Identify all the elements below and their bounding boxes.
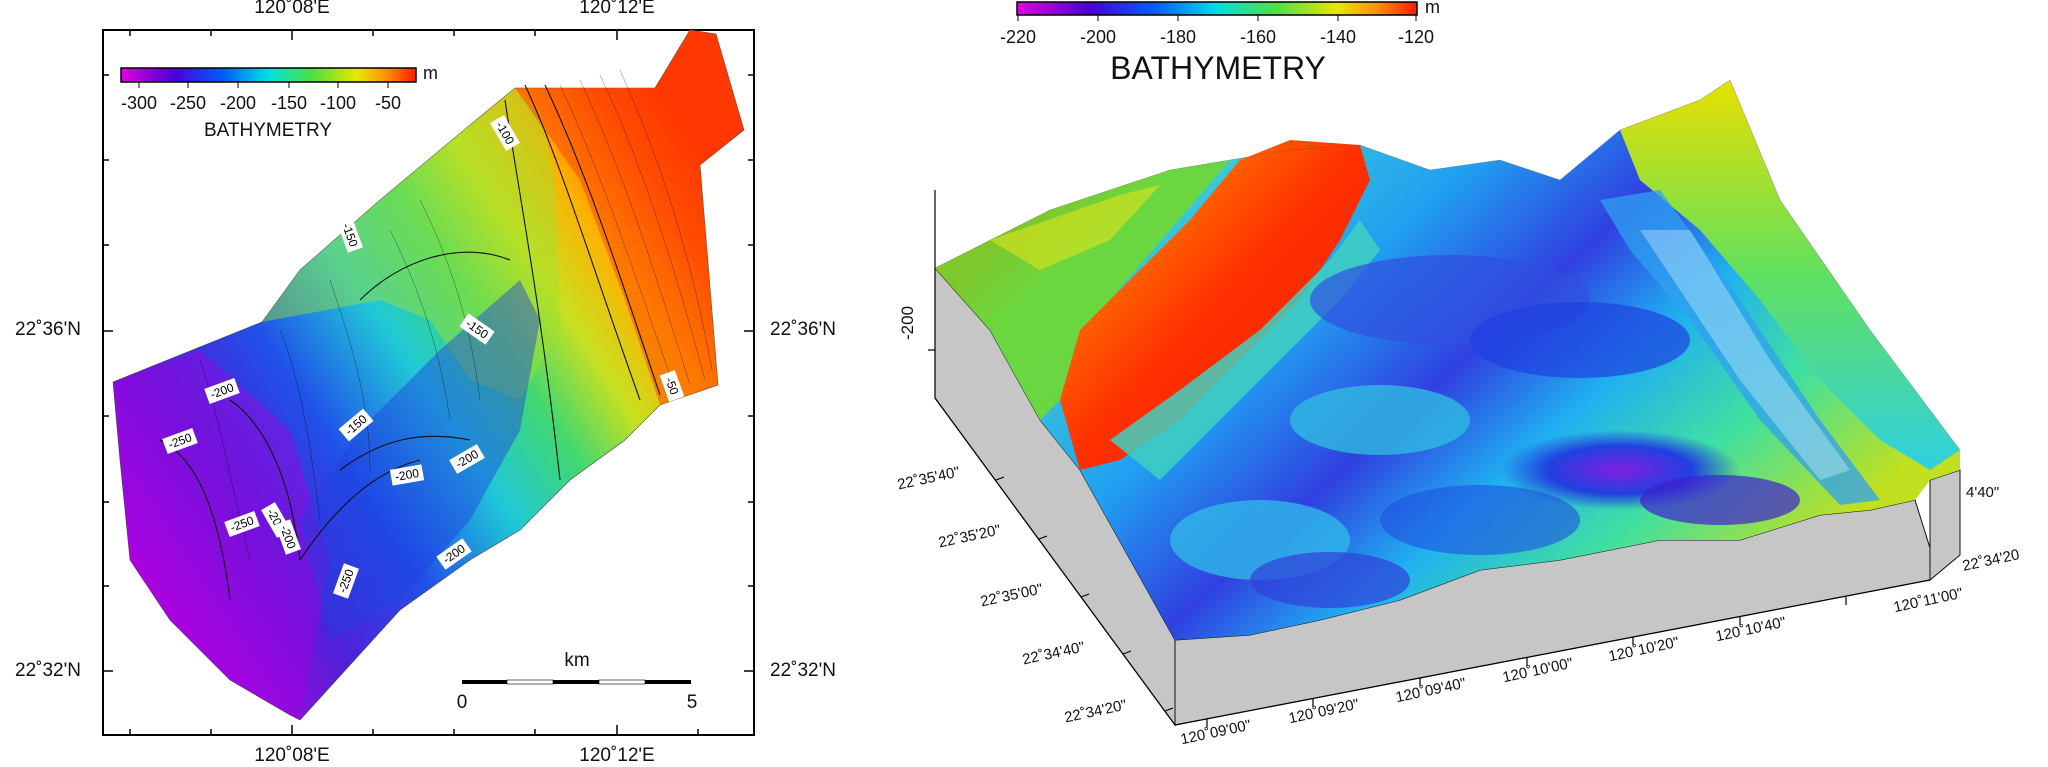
colorbar-3d-tick: -200: [1079, 27, 1117, 47]
colorbar-2d-tick: -50: [374, 93, 402, 113]
right-tick-22-32: 22˚32'N: [770, 660, 836, 681]
colorbar-2d: [120, 67, 417, 83]
bottom-tick-120-08: 120˚08'E: [254, 745, 330, 766]
top-tick-120-12: 120˚12'E: [579, 0, 655, 18]
scale-bar: [462, 679, 691, 685]
colorbar-2d-tick: -100: [319, 93, 357, 113]
map-frame: [102, 29, 755, 736]
z-axis-tick: -200: [898, 305, 917, 340]
scale-bar-unit: km: [564, 650, 590, 671]
colorbar-2d-unit: m: [423, 63, 438, 83]
left-tick-22-36: 22˚36'N: [15, 319, 81, 340]
colorbar-3d-title: BATHYMETRY: [1110, 50, 1326, 86]
colorbar-2d-tick: -150: [270, 93, 308, 113]
colorbar-3d-tick: -140: [1319, 27, 1357, 47]
right-lat-tick: 4'40": [1966, 484, 2000, 501]
colorbar-2d-title: BATHYMETRY: [203, 120, 333, 141]
colorbar-3d-tick: -220: [999, 27, 1037, 47]
right-tick-22-36: 22˚36'N: [770, 319, 836, 340]
scale-bar-end: 5: [686, 692, 698, 713]
colorbar-2d-tick: -300: [120, 93, 158, 113]
colorbar-3d: [1016, 1, 1418, 16]
colorbar-3d-tick: -160: [1239, 27, 1277, 47]
svg-text:-50: -50: [662, 375, 681, 396]
top-tick-120-08: 120˚08'E: [254, 0, 330, 18]
svg-text:-200: -200: [394, 466, 420, 484]
red-ridge: [1060, 140, 1370, 470]
colorbar-2d-tick: -200: [219, 93, 257, 113]
scale-bar-start: 0: [456, 692, 468, 713]
colorbar-2d-tick: -250: [169, 93, 207, 113]
colorbar-3d-tick: -120: [1397, 27, 1435, 47]
bottom-tick-120-12: 120˚12'E: [579, 745, 655, 766]
left-tick-22-32: 22˚32'N: [15, 660, 81, 681]
colorbar-3d-tick: -180: [1159, 27, 1197, 47]
eastern-slope: [1620, 80, 1960, 470]
colorbar-3d-unit: m: [1425, 0, 1440, 17]
